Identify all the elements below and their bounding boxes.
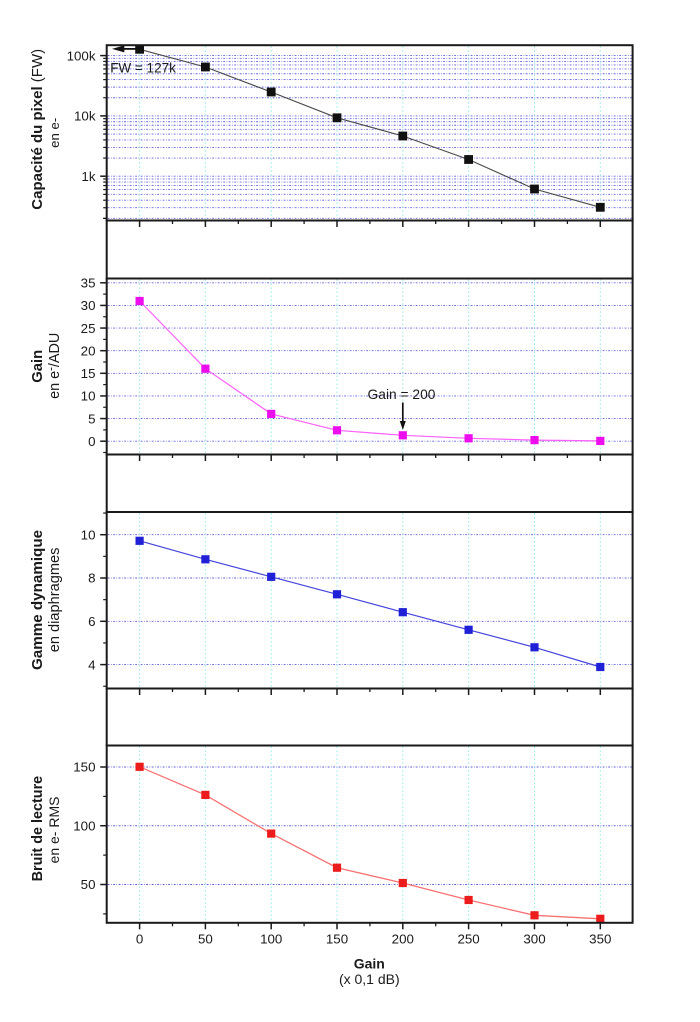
svg-text:4: 4 bbox=[88, 657, 96, 672]
svg-text:20: 20 bbox=[81, 343, 96, 358]
svg-text:300: 300 bbox=[523, 932, 545, 947]
svg-text:50: 50 bbox=[198, 932, 213, 947]
svg-text:250: 250 bbox=[457, 932, 479, 947]
svg-text:FW = 127k: FW = 127k bbox=[110, 60, 176, 75]
svg-text:350: 350 bbox=[589, 932, 611, 947]
svg-text:35: 35 bbox=[81, 276, 96, 291]
svg-text:100k: 100k bbox=[67, 48, 96, 63]
svg-text:10k: 10k bbox=[74, 109, 96, 124]
svg-text:6: 6 bbox=[88, 614, 95, 629]
svg-text:50: 50 bbox=[81, 877, 96, 892]
svg-text:en diaphragmes: en diaphragmes bbox=[47, 548, 63, 653]
svg-text:30: 30 bbox=[81, 298, 96, 313]
svg-text:25: 25 bbox=[81, 321, 96, 336]
svg-text:8: 8 bbox=[88, 571, 95, 586]
svg-text:100: 100 bbox=[73, 819, 95, 834]
svg-text:5: 5 bbox=[88, 411, 95, 426]
svg-text:Gain: Gain bbox=[30, 350, 46, 383]
svg-text:en e- RMS: en e- RMS bbox=[46, 797, 62, 864]
svg-text:Gain = 200: Gain = 200 bbox=[368, 387, 436, 402]
svg-text:150: 150 bbox=[326, 932, 348, 947]
svg-text:10: 10 bbox=[81, 389, 96, 404]
svg-text:10: 10 bbox=[81, 527, 96, 542]
svg-text:1k: 1k bbox=[81, 169, 95, 184]
svg-text:0: 0 bbox=[136, 932, 143, 947]
svg-text:Gain: Gain bbox=[354, 956, 385, 972]
svg-text:Bruit de lecture: Bruit de lecture bbox=[30, 776, 46, 882]
svg-text:Capacité du pixel (FW): Capacité du pixel (FW) bbox=[29, 49, 46, 210]
svg-text:100: 100 bbox=[260, 932, 282, 947]
svg-text:en e-/ADU: en e-/ADU bbox=[46, 333, 63, 399]
svg-text:150: 150 bbox=[73, 760, 95, 775]
svg-text:15: 15 bbox=[81, 366, 96, 381]
svg-text:Gamme dynamique: Gamme dynamique bbox=[29, 530, 46, 670]
svg-text:200: 200 bbox=[392, 932, 414, 947]
svg-text:en e-: en e- bbox=[47, 118, 62, 148]
svg-text:0: 0 bbox=[88, 434, 95, 449]
svg-text:(x 0,1 dB): (x 0,1 dB) bbox=[339, 971, 400, 987]
